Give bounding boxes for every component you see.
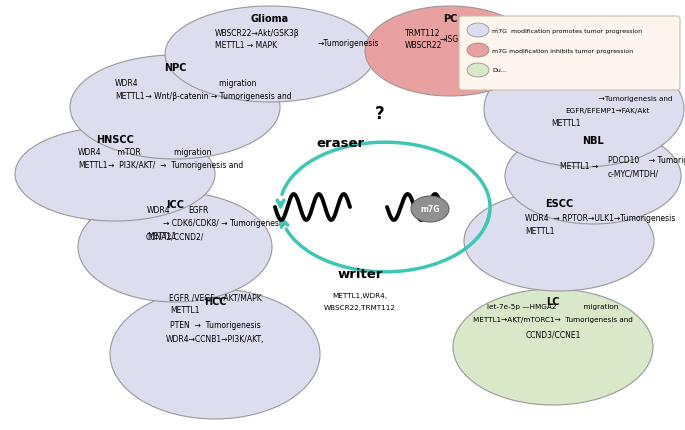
Text: TRMT112: TRMT112 <box>405 28 440 37</box>
Ellipse shape <box>453 289 653 405</box>
Text: let-7e-5p —HMGA2            migration: let-7e-5p —HMGA2 migration <box>487 303 619 309</box>
Ellipse shape <box>165 7 375 103</box>
Text: mTOR              migration: mTOR migration <box>108 148 212 157</box>
Text: WDR4→CCNB1→PI3K/AKT,: WDR4→CCNB1→PI3K/AKT, <box>166 335 264 344</box>
Text: miR-760 — ATF3   migration: miR-760 — ATF3 migration <box>565 84 666 90</box>
Text: METTL1→AKT/mTORC1→  Tumorigenesis and: METTL1→AKT/mTORC1→ Tumorigenesis and <box>473 316 633 322</box>
Text: →  PI3K/AKT/  →  Tumorigenesis and: → PI3K/AKT/ → Tumorigenesis and <box>108 161 243 170</box>
Text: m7G: m7G <box>421 205 440 214</box>
Text: WBSCR22,TRMT112: WBSCR22,TRMT112 <box>324 304 396 310</box>
Text: EGFR: EGFR <box>188 206 208 215</box>
Text: PDCD10    → Tumorigenesis: PDCD10 → Tumorigenesis <box>608 156 685 165</box>
Text: BC: BC <box>577 59 591 69</box>
Text: WDR4: WDR4 <box>78 148 101 157</box>
Ellipse shape <box>484 52 684 168</box>
Text: METTL1 →: METTL1 → <box>560 162 598 171</box>
Text: METTL1: METTL1 <box>78 161 108 170</box>
Text: WBSCR22→Akt/GSK3β: WBSCR22→Akt/GSK3β <box>215 28 299 37</box>
Ellipse shape <box>411 197 449 222</box>
Text: CCND3/CCNE1: CCND3/CCNE1 <box>525 330 581 339</box>
Text: NPC: NPC <box>164 63 186 73</box>
Text: EGFR/EFEMP1→FAK/Akt: EGFR/EFEMP1→FAK/Akt <box>565 108 649 114</box>
Ellipse shape <box>15 128 215 221</box>
Text: PTEN  →  Tumorigenesis: PTEN → Tumorigenesis <box>170 321 260 330</box>
Text: migration: migration <box>143 79 256 88</box>
Ellipse shape <box>467 44 489 58</box>
Text: METTL1: METTL1 <box>147 232 177 241</box>
Text: METTL1,WDR4,: METTL1,WDR4, <box>332 292 388 298</box>
Text: METTL1: METTL1 <box>115 92 145 101</box>
Text: METTL1: METTL1 <box>171 306 200 315</box>
Ellipse shape <box>467 64 489 78</box>
Text: ICC: ICC <box>166 200 184 209</box>
Text: PC: PC <box>443 14 457 24</box>
Text: NBL: NBL <box>582 136 604 146</box>
Text: →ISG15→↑Tumorigenesis: →ISG15→↑Tumorigenesis <box>440 34 537 43</box>
Ellipse shape <box>110 289 320 419</box>
Ellipse shape <box>365 7 535 97</box>
Text: METTL1: METTL1 <box>551 119 580 128</box>
Text: METTL1: METTL1 <box>525 227 554 236</box>
Ellipse shape <box>78 193 272 302</box>
Text: WDR4  → RPTOR→ULK1→Tumorigenesis: WDR4 → RPTOR→ULK1→Tumorigenesis <box>525 214 675 223</box>
Text: CCNA2/CCND2/: CCNA2/CCND2/ <box>146 232 204 241</box>
Text: c-MYC/MTDH/: c-MYC/MTDH/ <box>608 169 659 178</box>
Text: →Tumorigenesis: →Tumorigenesis <box>318 40 379 49</box>
Text: EGFR /VEGF→ AKT/MAPK: EGFR /VEGF→ AKT/MAPK <box>169 293 262 302</box>
Text: WDR4: WDR4 <box>115 79 138 88</box>
Text: eraser: eraser <box>316 137 364 150</box>
Text: LC: LC <box>546 296 560 306</box>
Text: WBSCR22: WBSCR22 <box>405 41 443 50</box>
Text: m7G  modification promotes tumor progression: m7G modification promotes tumor progress… <box>492 28 642 34</box>
Text: HNSCC: HNSCC <box>96 135 134 144</box>
Text: m7G modification inhibits tumor progression: m7G modification inhibits tumor progress… <box>492 49 633 53</box>
FancyBboxPatch shape <box>459 17 680 91</box>
Ellipse shape <box>505 129 681 224</box>
Text: METTL1 → MAPK: METTL1 → MAPK <box>215 41 277 50</box>
Text: Glioma: Glioma <box>251 14 289 24</box>
Text: writer: writer <box>337 268 383 281</box>
Text: → Wnt/β-catenin → Tumorigenesis and: → Wnt/β-catenin → Tumorigenesis and <box>143 92 292 101</box>
Text: HCC: HCC <box>203 296 226 306</box>
Text: Du...: Du... <box>492 68 507 74</box>
Text: → CDK6/CDK8/ → Tumorigenesis: → CDK6/CDK8/ → Tumorigenesis <box>163 219 285 228</box>
Text: ESCC: ESCC <box>545 199 573 209</box>
Text: ?: ? <box>375 105 385 123</box>
Text: →Tumorigenesis and: →Tumorigenesis and <box>565 96 673 102</box>
Text: WDR4: WDR4 <box>147 206 171 215</box>
Ellipse shape <box>70 56 280 160</box>
Ellipse shape <box>467 24 489 38</box>
Ellipse shape <box>464 191 654 291</box>
